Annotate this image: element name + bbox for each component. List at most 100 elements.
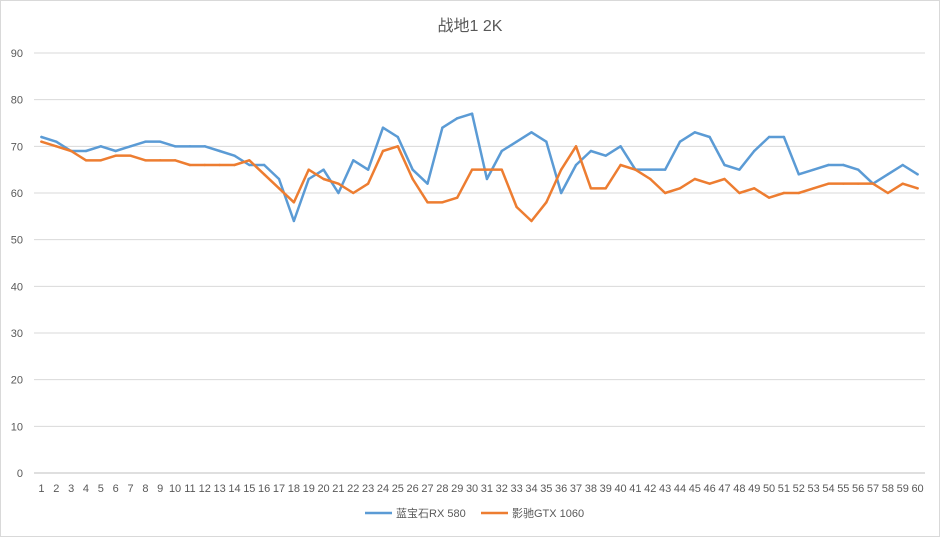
data-point	[441, 126, 444, 129]
data-point	[663, 191, 667, 195]
x-tick-label: 53	[808, 483, 820, 495]
data-point	[753, 187, 756, 190]
y-tick-label: 0	[17, 468, 23, 480]
x-tick-label: 25	[392, 483, 404, 495]
series-lines	[40, 112, 919, 223]
data-point	[767, 196, 771, 199]
x-tick-label: 16	[258, 483, 270, 495]
x-tick-label: 50	[763, 483, 775, 495]
x-tick-label: 7	[127, 483, 133, 495]
data-point	[738, 168, 741, 171]
x-tick-label: 58	[882, 483, 894, 495]
data-point	[40, 135, 43, 139]
x-tick-label: 52	[793, 483, 805, 495]
data-point	[530, 219, 533, 223]
x-tick-label: 18	[288, 483, 300, 495]
x-tick-label: 3	[68, 483, 74, 495]
x-tick-label: 12	[199, 483, 211, 495]
x-tick-label: 20	[317, 483, 329, 495]
x-tick-label: 32	[496, 483, 508, 495]
data-point	[916, 187, 919, 190]
data-point	[589, 187, 593, 190]
y-axis-ticks: 0 10 20 30 40 50 60 70 80 90	[11, 48, 23, 480]
x-tick-label: 26	[407, 483, 419, 495]
data-point	[693, 177, 697, 181]
data-point	[84, 149, 88, 153]
x-tick-label: 51	[778, 483, 790, 495]
x-tick-label: 40	[614, 483, 626, 495]
data-point	[649, 168, 652, 171]
series-2	[40, 140, 919, 223]
data-point	[500, 149, 503, 153]
data-point	[426, 201, 429, 204]
data-point	[218, 149, 221, 153]
x-tick-label: 9	[157, 483, 163, 495]
x-tick-label: 37	[570, 483, 582, 495]
data-point	[812, 168, 815, 171]
data-point	[886, 173, 890, 176]
gridlines	[34, 52, 925, 474]
x-tick-label: 11	[184, 483, 195, 495]
data-point	[307, 168, 310, 171]
data-point	[827, 182, 830, 185]
data-point	[203, 145, 206, 148]
data-point	[500, 168, 503, 171]
data-point	[441, 201, 444, 204]
y-tick-label: 10	[11, 421, 23, 433]
data-point	[886, 191, 890, 195]
x-tick-label: 59	[897, 483, 909, 495]
data-point	[218, 163, 221, 167]
data-point	[248, 163, 251, 167]
data-point	[470, 168, 474, 171]
data-point	[842, 163, 845, 167]
data-point	[292, 201, 296, 204]
data-point	[782, 135, 786, 139]
data-point	[797, 191, 800, 195]
data-point	[381, 126, 385, 129]
data-point	[55, 145, 58, 148]
data-point	[456, 196, 459, 199]
x-tick-label: 47	[718, 483, 730, 495]
y-tick-label: 70	[11, 141, 23, 153]
x-tick-label: 39	[600, 483, 612, 495]
data-point	[678, 187, 682, 190]
data-point	[411, 177, 414, 181]
y-tick-label: 60	[11, 188, 23, 200]
data-point	[233, 163, 236, 167]
x-tick-label: 55	[837, 483, 849, 495]
data-point	[456, 117, 459, 120]
legend-label: 蓝宝石RX 580	[396, 506, 466, 520]
data-point	[797, 173, 800, 176]
x-tick-label: 33	[511, 483, 523, 495]
data-point	[411, 168, 414, 171]
data-point	[470, 112, 474, 115]
data-point	[827, 163, 830, 167]
data-point	[426, 182, 429, 185]
data-point	[871, 182, 875, 185]
data-point	[916, 173, 919, 176]
data-point	[515, 205, 518, 209]
data-point	[634, 168, 637, 171]
data-point	[159, 140, 162, 143]
data-point	[40, 140, 43, 143]
data-point	[173, 159, 177, 162]
data-point	[723, 163, 726, 167]
x-tick-label: 5	[98, 483, 104, 495]
series-line-2	[40, 140, 919, 223]
x-tick-label: 19	[303, 483, 315, 495]
data-point	[203, 163, 206, 167]
x-tick-label: 45	[689, 483, 701, 495]
data-point	[233, 154, 236, 157]
data-point	[545, 140, 548, 143]
data-point	[901, 163, 904, 167]
x-tick-label: 43	[659, 483, 671, 495]
data-point	[129, 145, 132, 148]
data-point	[337, 182, 340, 185]
data-point	[649, 177, 652, 181]
data-point	[114, 154, 117, 157]
legend-item-1: 蓝宝石RX 580	[365, 506, 466, 520]
x-tick-label: 1	[38, 483, 44, 495]
data-point	[693, 131, 697, 134]
x-tick-label: 34	[525, 483, 537, 495]
